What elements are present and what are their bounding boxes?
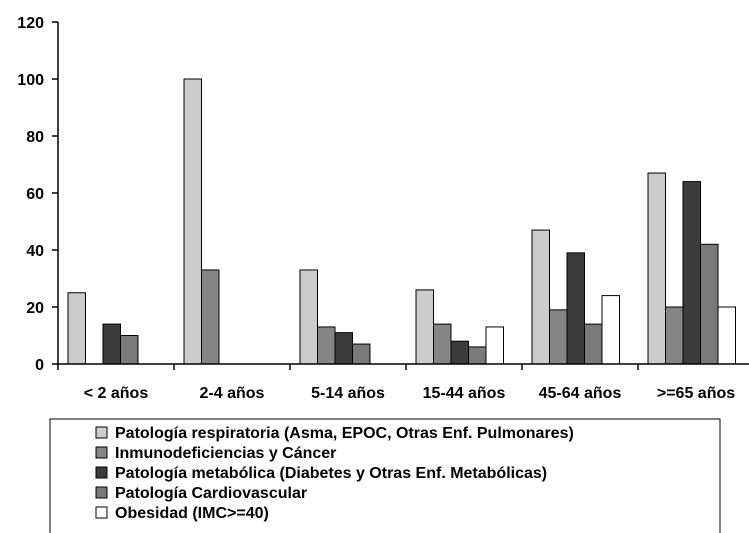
- x-category-label: 5-14 años: [311, 385, 385, 402]
- bar: [717, 306, 736, 365]
- legend-label: Patología respiratoria (Asma, EPOC, Otra…: [115, 425, 574, 442]
- bar: [67, 292, 86, 365]
- bar: [450, 340, 469, 365]
- bar: [317, 326, 336, 365]
- bar: [682, 181, 701, 365]
- bar: [485, 326, 504, 365]
- bar: [700, 243, 719, 365]
- y-tick-label: 20: [26, 300, 44, 317]
- x-category-label: 45-64 años: [539, 385, 622, 402]
- bar: [584, 323, 603, 365]
- legend-swatch: [95, 486, 108, 499]
- bar: [334, 332, 353, 365]
- legend-label: Patología Cardiovascular: [115, 485, 307, 502]
- y-tick-label: 120: [17, 15, 44, 32]
- legend-label: Patología metabólica (Diabetes y Otras E…: [115, 465, 547, 482]
- legend-label: Inmunodeficiencias y Cáncer: [115, 445, 336, 462]
- bar: [120, 335, 139, 365]
- bar: [415, 289, 434, 365]
- legend-swatch: [95, 446, 108, 459]
- legend-box: [49, 418, 721, 533]
- bar: [549, 309, 568, 365]
- y-tick-label: 40: [26, 243, 44, 260]
- bar: [601, 295, 620, 365]
- legend-swatch: [95, 506, 108, 519]
- x-category-label: >=65 años: [657, 385, 735, 402]
- bar: [665, 306, 684, 365]
- bar: [433, 323, 452, 365]
- bar: [352, 343, 371, 365]
- x-category-label: 2-4 años: [200, 385, 265, 402]
- bar: [566, 252, 585, 365]
- y-axis-ticks: 0 20 40 60 80 100 120: [17, 15, 58, 374]
- legend-swatch: [95, 426, 108, 439]
- y-tick-label: 80: [26, 129, 44, 146]
- x-category-label: 15-44 años: [423, 385, 506, 402]
- bar: [201, 269, 220, 365]
- x-category-label: < 2 años: [84, 385, 149, 402]
- x-axis-ticks: [57, 364, 639, 370]
- bar: [299, 269, 318, 365]
- bar: [468, 346, 487, 365]
- legend-swatch: [95, 466, 108, 479]
- y-tick-label: 100: [17, 72, 44, 89]
- bar: [102, 323, 121, 365]
- bar: [183, 78, 202, 365]
- bars: [67, 78, 736, 365]
- bar: [647, 172, 666, 365]
- y-tick-label: 60: [26, 186, 44, 203]
- y-tick-label: 0: [35, 357, 44, 374]
- x-axis-category-labels: < 2 años 2-4 años 5-14 años 15-44 años 45-64…: [84, 385, 735, 402]
- legend: Patología respiratoria (Asma, EPOC, Otra…: [49, 418, 721, 533]
- bar: [531, 229, 550, 365]
- legend-label: Obesidad (IMC>=40): [115, 505, 269, 522]
